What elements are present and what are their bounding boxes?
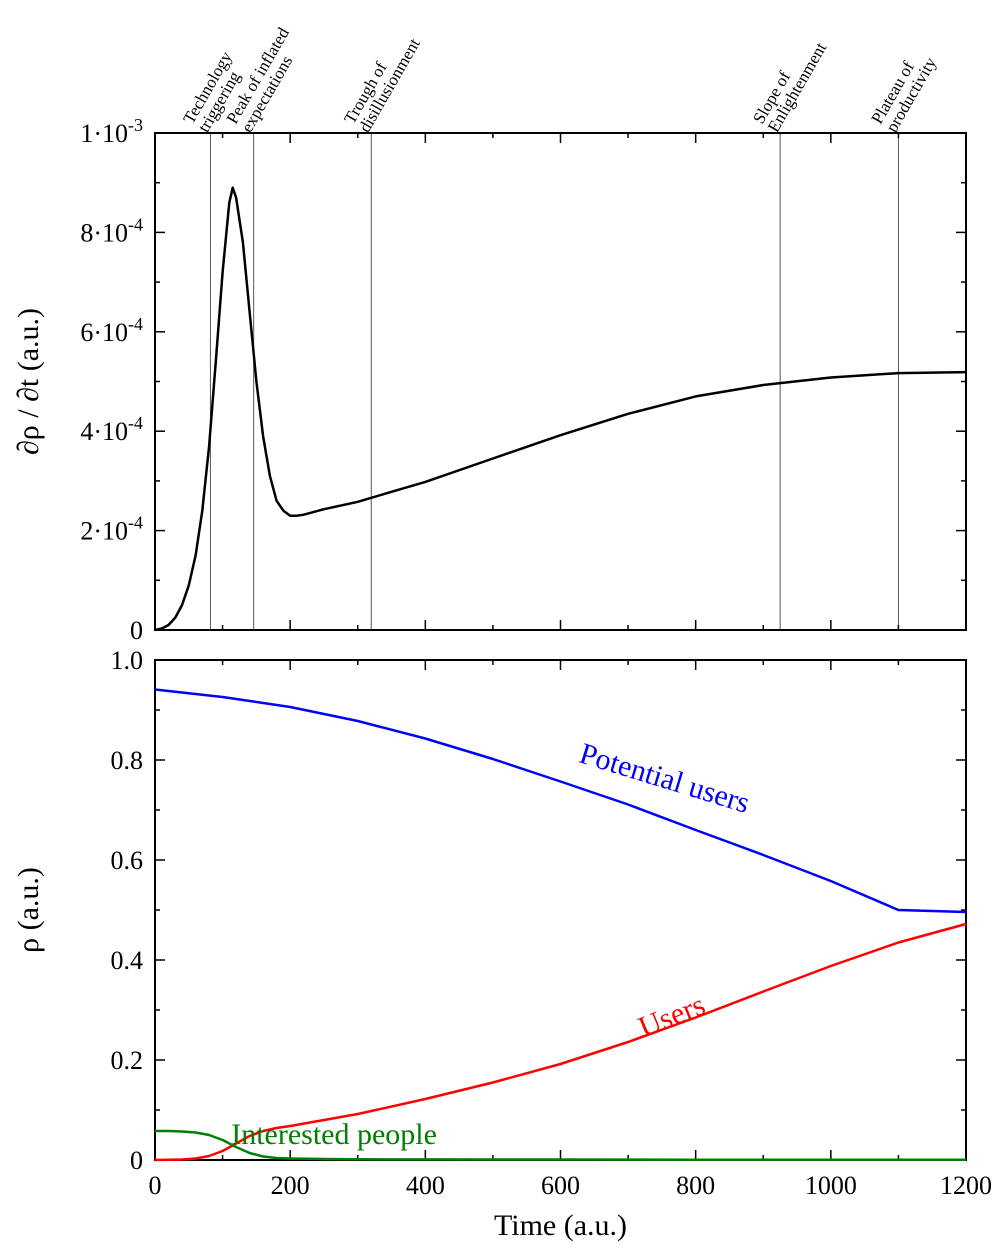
x-tick-label: 600 [541, 1171, 580, 1200]
y-tick-exponent: -4 [128, 214, 143, 234]
series-line-0 [154, 688, 967, 914]
series-label-0: Potential users [576, 737, 754, 820]
y-tick-label: 0.4 [111, 946, 144, 975]
y-tick-mantissa: 8·10 [80, 218, 128, 247]
y-tick-label: 0.8 [111, 746, 144, 775]
panel-densities: 0 200 400 600 800 1000 1200 0 0.2 0.4 0.6 0.8 1.0 ρ (… [12, 646, 992, 1242]
panel-derivative: 02·10-44·10-46·10-48·10-41·10-3∂ρ / ∂t (… [12, 24, 967, 645]
y-tick-label: 2·10-4 [80, 513, 143, 546]
y-tick-label: 6·10-4 [80, 314, 143, 347]
y-axis-title: ∂ρ / ∂t (a.u.) [12, 308, 45, 455]
phase-label: Slope ofEnlightenment [749, 31, 830, 136]
y-tick-label: 0 [130, 1146, 143, 1175]
y-tick-label: 0.2 [111, 1046, 144, 1075]
x-tick-label: 200 [271, 1171, 310, 1200]
y-tick-label: 8·10-4 [80, 214, 143, 247]
y-axis-title: ρ (a.u.) [12, 867, 45, 953]
y-tick-label: 0.6 [111, 846, 144, 875]
y-tick-label: 4·10-4 [80, 413, 143, 446]
y-tick-label: 1·10-3 [80, 115, 143, 148]
x-tick-label: 1000 [805, 1171, 857, 1200]
y-tick-mantissa: 2·10 [80, 517, 128, 546]
y-tick-label: 0 [130, 616, 143, 645]
y-tick-exponent: -4 [128, 413, 143, 433]
y-tick-mantissa: 0 [130, 616, 143, 645]
series-label-1: Users [634, 988, 710, 1044]
series-line-2 [155, 1129, 966, 1162]
phase-label: Plateau ofproductivity [867, 45, 940, 135]
series-line-0 [154, 186, 967, 632]
x-tick-label: 1200 [940, 1171, 992, 1200]
x-axis-title: Time (a.u.) [494, 1209, 627, 1242]
phase-label: Trough ofdisillusionment [340, 26, 424, 135]
y-tick-exponent: -4 [128, 513, 143, 533]
y-tick-exponent: -3 [128, 115, 143, 135]
plot-frame [154, 132, 967, 631]
series-label-2: Interested people [231, 1118, 437, 1151]
x-tick-label: 800 [676, 1171, 715, 1200]
y-tick-mantissa: 6·10 [80, 318, 128, 347]
y-tick-mantissa: 4·10 [80, 417, 128, 446]
plot-frame [154, 659, 967, 1161]
y-tick-mantissa: 1·10 [80, 119, 128, 148]
y-tick-exponent: -4 [128, 314, 143, 334]
x-tick-label: 0 [149, 1171, 162, 1200]
x-tick-label: 400 [406, 1171, 445, 1200]
y-tick-label: 1.0 [111, 646, 144, 675]
series-line-1 [154, 922, 967, 1162]
